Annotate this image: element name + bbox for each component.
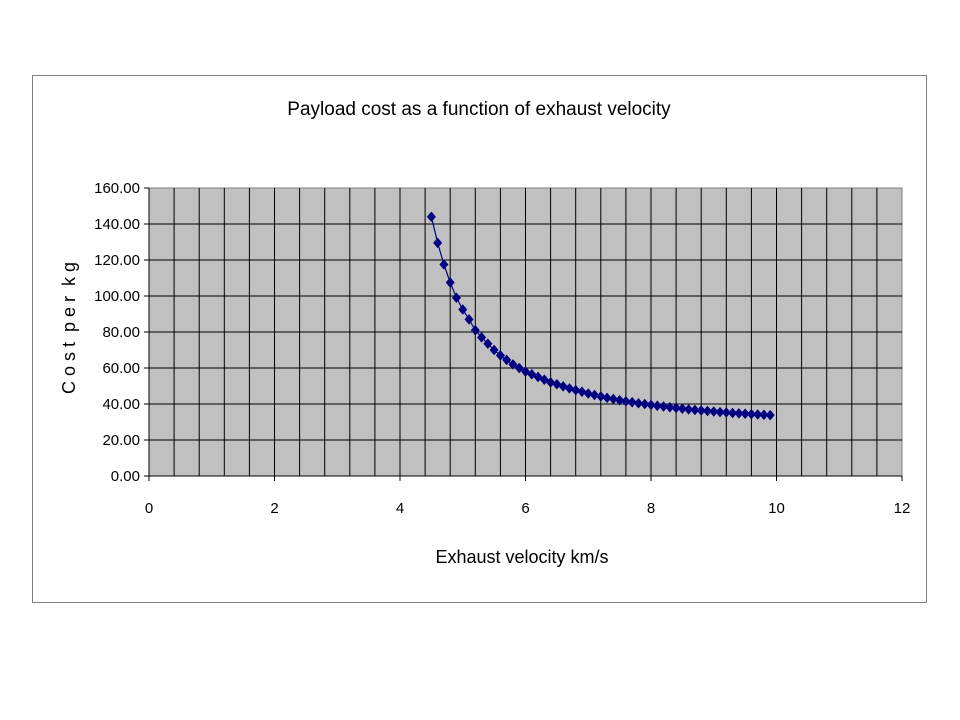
- data-point: [734, 407, 744, 419]
- data-point: [483, 338, 493, 350]
- data-point: [633, 397, 644, 409]
- x-tick-label: 0: [145, 500, 153, 517]
- data-point: [753, 409, 763, 420]
- data-point: [615, 394, 625, 406]
- x-tick-label: 2: [270, 500, 278, 517]
- y-tick-label: 120.00: [94, 252, 140, 269]
- data-point: [596, 391, 606, 402]
- plot-area: 0.00 20.00 40.00 60.00 80.00 100.00 120.00 140.…: [94, 180, 910, 517]
- data-point: [602, 392, 612, 404]
- y-tick-label: 60.00: [102, 360, 140, 377]
- x-tick-label: 6: [521, 500, 529, 517]
- y-tick-label: 100.00: [94, 288, 140, 305]
- data-point: [502, 354, 512, 366]
- data-point: [577, 386, 587, 398]
- data-point: [627, 396, 637, 408]
- data-point: [489, 344, 499, 356]
- data-point: [445, 277, 455, 288]
- data-point: [696, 405, 706, 416]
- data-point: [583, 388, 593, 399]
- data-point: [690, 404, 700, 416]
- data-point: [608, 393, 618, 405]
- y-tick-label: 0.00: [111, 468, 140, 485]
- data-point: [458, 304, 468, 315]
- data-point: [721, 407, 731, 418]
- data-point: [658, 401, 669, 412]
- data-point: [727, 407, 738, 419]
- data-point: [546, 377, 556, 388]
- y-axis-title: C o s t p e r k g: [59, 262, 79, 394]
- y-tick-label: 140.00: [94, 216, 140, 233]
- data-point: [765, 409, 775, 421]
- data-point: [426, 211, 436, 223]
- data-point: [665, 401, 675, 413]
- data-point: [677, 403, 687, 415]
- data-point: [495, 350, 505, 361]
- data-point: [640, 398, 650, 410]
- chart-title: Payload cost as a function of exhaust ve…: [287, 99, 671, 120]
- data-point: [589, 389, 600, 401]
- data-point: [709, 406, 719, 417]
- data-point: [702, 405, 713, 417]
- data-point: [476, 332, 487, 343]
- data-point: [464, 314, 474, 325]
- data-point: [746, 408, 756, 420]
- y-tick-label: 20.00: [102, 432, 140, 449]
- y-tick-label: 160.00: [94, 180, 140, 197]
- data-point: [451, 292, 462, 304]
- chart-svg: Payload cost as a function of exhaust ve…: [59, 99, 910, 567]
- data-point: [671, 402, 681, 414]
- x-tick-label: 12: [894, 500, 911, 517]
- data-point: [652, 400, 662, 412]
- x-tick-label: 10: [768, 500, 785, 517]
- y-tick-label: 40.00: [102, 396, 140, 413]
- data-point: [571, 384, 581, 396]
- data-point: [433, 237, 443, 249]
- data-point: [684, 404, 694, 415]
- data-point: [740, 408, 750, 420]
- data-point: [508, 359, 518, 370]
- data-point: [759, 409, 769, 421]
- x-tick-label: 8: [647, 500, 655, 517]
- data-point: [564, 382, 575, 394]
- data-point: [715, 406, 725, 418]
- data-point: [439, 259, 449, 270]
- data-point: [558, 380, 568, 392]
- data-point: [514, 362, 524, 374]
- data-point: [621, 395, 631, 407]
- data-point: [470, 324, 480, 336]
- x-tick-label: 4: [396, 500, 404, 517]
- y-tick-label: 80.00: [102, 324, 140, 341]
- data-point: [646, 399, 656, 411]
- chart-frame: Payload cost as a function of exhaust ve…: [32, 75, 927, 603]
- x-axis-title: Exhaust velocity km/s: [435, 547, 608, 567]
